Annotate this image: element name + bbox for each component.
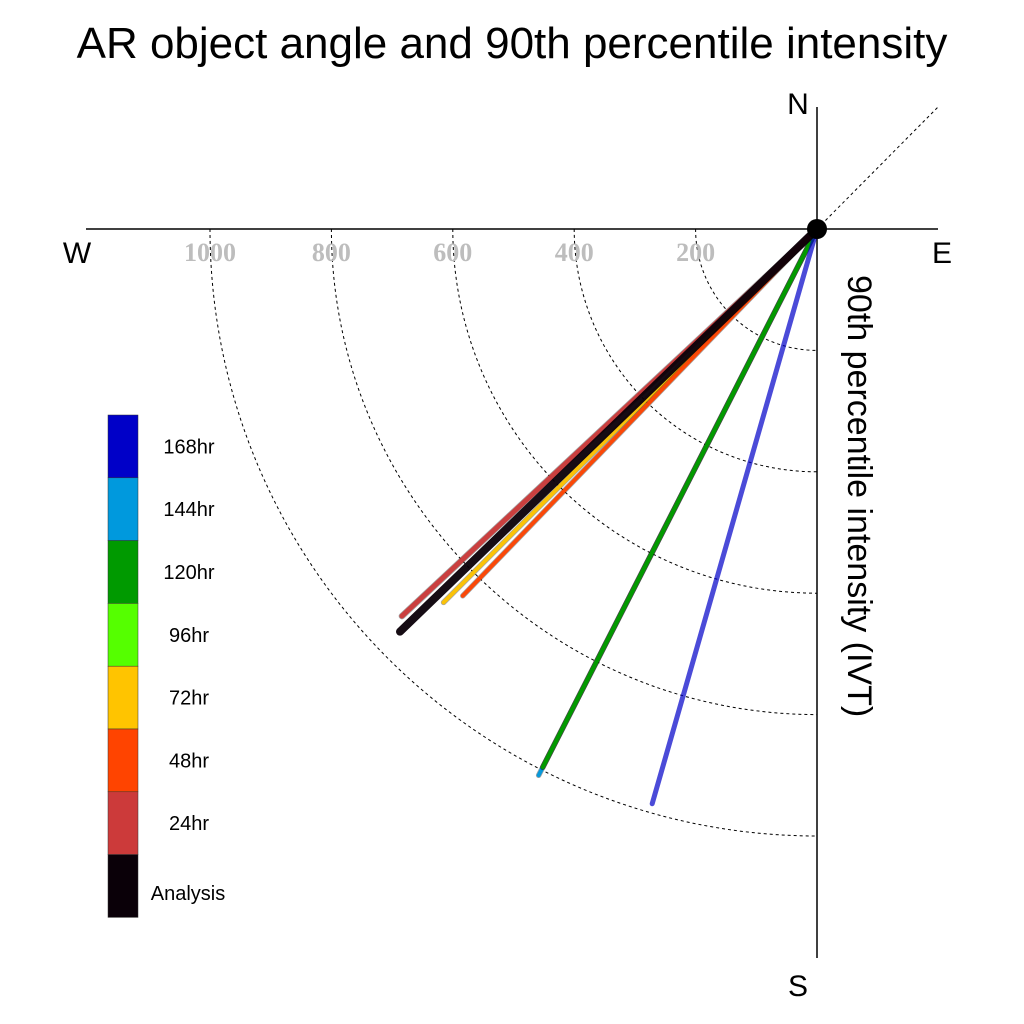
y-axis-label: 90th percentile intensity (IVT) — [840, 275, 878, 717]
grid-ring-1 — [695, 228, 818, 351]
legend-swatch-168hr — [107, 414, 139, 479]
compass-west-label: W — [63, 237, 92, 270]
radial-tick-label-5: 1000 — [184, 238, 236, 267]
radial-tick-labels: 200 400 600 800 1000 — [184, 238, 715, 267]
legend-swatch-144hr — [107, 477, 139, 541]
legend-label-120hr: 120hr — [163, 562, 214, 584]
northeast-diagonal — [816, 106, 939, 230]
legend-label-144hr: 144hr — [163, 499, 214, 521]
legend-label-72hr: 72hr — [169, 688, 209, 710]
grid-ring-3 — [452, 228, 818, 594]
series-vectors — [396, 225, 821, 807]
legend-swatch-72hr — [107, 665, 139, 730]
grid-ring-2 — [573, 228, 818, 473]
chart-title: AR object angle and 90th percentile inte… — [77, 19, 948, 68]
grid-ring-5 — [209, 228, 818, 837]
legend-swatch-24hr — [107, 791, 139, 855]
radial-tick-label-3: 600 — [433, 238, 472, 267]
compass-north-label: N — [787, 88, 809, 121]
radial-tick-label-1: 200 — [676, 238, 715, 267]
grid-ring-4 — [330, 228, 818, 716]
legend-label-48hr: 48hr — [169, 750, 209, 772]
legend-swatch-96hr — [107, 603, 139, 667]
legend-swatch-48hr — [107, 728, 139, 793]
compass-east-label: E — [932, 237, 952, 270]
compass-axes — [86, 106, 939, 958]
legend-label-24hr: 24hr — [169, 813, 209, 835]
legend-label-96hr: 96hr — [169, 625, 209, 647]
series-line-120hr — [540, 227, 819, 770]
series-line-analysis — [396, 225, 821, 636]
origin-point — [807, 219, 827, 239]
legend: 168hr 144hr 120hr 96hr 72hr 48hr 24hr Analysis — [107, 414, 225, 918]
series-line-168hr — [649, 226, 820, 807]
legend-swatch-analysis — [107, 854, 139, 918]
radial-tick-label-2: 400 — [555, 238, 594, 267]
legend-swatch-120hr — [107, 540, 139, 604]
legend-label-168hr: 168hr — [163, 436, 214, 458]
compass-south-label: S — [788, 970, 808, 1003]
radial-tick-label-4: 800 — [312, 238, 351, 267]
legend-label-analysis: Analysis — [151, 883, 225, 905]
polar-grid — [209, 228, 818, 837]
